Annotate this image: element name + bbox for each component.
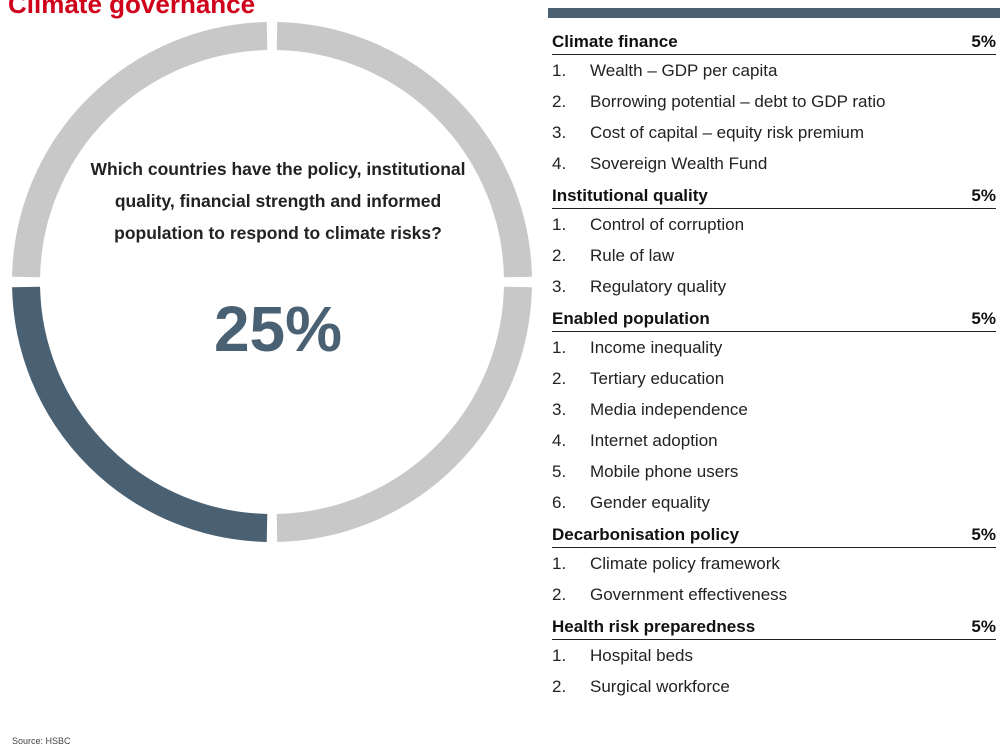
indicator-list: 1. Control of corruption 2. Rule of law 3. Re…: [552, 209, 996, 302]
indicator-item: 2. Rule of law: [552, 240, 996, 271]
item-number: 2.: [552, 677, 567, 696]
page-title: Climate governance: [8, 0, 256, 19]
section-header: Decarbonisation policy 5%: [552, 518, 996, 548]
item-number: 2.: [552, 369, 567, 388]
section-header: Enabled population 5%: [552, 302, 996, 332]
section-weight: 5%: [971, 32, 996, 51]
item-number: 4.: [552, 154, 567, 173]
item-number: 4.: [552, 431, 567, 450]
item-number: 1.: [552, 215, 567, 234]
ring-segment-top-right: [276, 22, 532, 278]
section-header: Health risk preparedness 5%: [552, 610, 996, 640]
indicator-section: Institutional quality 5% 1. Control of corr…: [552, 179, 996, 302]
section-header: Climate finance 5%: [552, 25, 996, 55]
indicator-item: 2. Surgical workforce: [552, 671, 996, 702]
item-label: Income inequality: [590, 338, 723, 357]
indicator-list: 1. Income inequality 2. Tertiary education 3…: [552, 332, 996, 518]
indicator-list: 1. Climate policy framework 2. Government e…: [552, 548, 996, 610]
item-number: 1.: [552, 61, 567, 80]
indicator-item: 1. Control of corruption: [552, 209, 996, 240]
question-text: Which countries have the policy, institu…: [90, 159, 466, 243]
section-title: Decarbonisation policy: [552, 525, 740, 544]
item-label: Control of corruption: [590, 215, 745, 234]
indicator-item: 2. Borrowing potential – debt to GDP rati…: [552, 86, 996, 117]
item-label: Tertiary education: [590, 369, 725, 388]
item-label: Mobile phone users: [590, 462, 739, 481]
indicator-item: 1. Income inequality: [552, 332, 996, 363]
item-label: Climate policy framework: [590, 554, 780, 573]
ring-segment-top-left: [12, 22, 268, 278]
indicator-section: Decarbonisation policy 5% 1. Climate policy…: [552, 518, 996, 610]
indicator-list: 1. Hospital beds 2. Surgical workforce: [552, 640, 996, 702]
section-header: Institutional quality 5%: [552, 179, 996, 209]
ring-segment-bottom-right: [276, 286, 532, 542]
item-label: Borrowing potential – debt to GDP ratio: [590, 92, 886, 111]
weight-value: 25%: [213, 293, 343, 365]
indicator-item: 3. Cost of capital – equity risk premium: [552, 117, 996, 148]
item-label: Internet adoption: [590, 431, 718, 450]
indicator-item: 2. Government effectiveness: [552, 579, 996, 610]
item-label: Government effectiveness: [590, 585, 788, 604]
section-weight: 5%: [971, 617, 996, 636]
item-label: Wealth – GDP per capita: [590, 61, 778, 80]
item-label: Media independence: [590, 400, 748, 419]
ring-chart: [12, 22, 532, 542]
section-title: Health risk preparedness: [552, 617, 756, 636]
item-label: Sovereign Wealth Fund: [590, 154, 768, 173]
item-number: 2.: [552, 585, 567, 604]
item-label: Gender equality: [590, 493, 711, 512]
item-number: 1.: [552, 554, 567, 573]
indicator-item: 2. Tertiary education: [552, 363, 996, 394]
section-title: Institutional quality: [552, 186, 708, 205]
item-label: Rule of law: [590, 246, 675, 265]
item-number: 3.: [552, 400, 567, 419]
indicator-item: 1. Wealth – GDP per capita: [552, 55, 996, 86]
indicator-item: 4. Sovereign Wealth Fund: [552, 148, 996, 179]
item-number: 3.: [552, 123, 567, 142]
section-title: Climate finance: [552, 32, 678, 51]
header-bar: [548, 8, 1000, 18]
section-weight: 5%: [971, 525, 996, 544]
indicator-item: 3. Media independence: [552, 394, 996, 425]
section-weight: 5%: [971, 186, 996, 205]
item-number: 1.: [552, 338, 567, 357]
indicator-item: 6. Gender equality: [552, 487, 996, 518]
item-label: Hospital beds: [590, 646, 694, 665]
indicator-list: 1. Wealth – GDP per capita 2. Borrowing pot…: [552, 55, 996, 179]
item-label: Cost of capital – equity risk premium: [590, 123, 864, 142]
ring-segment-bottom-left: [12, 286, 268, 542]
indicator-item: 4. Internet adoption: [552, 425, 996, 456]
weight-ring: Which countries have the policy, institu…: [8, 8, 536, 556]
indicator-panel: Climate finance 5% 1. Wealth – GDP per capi…: [552, 25, 996, 702]
indicator-item: 1. Hospital beds: [552, 640, 996, 671]
item-number: 3.: [552, 277, 567, 296]
indicator-section: Climate finance 5% 1. Wealth – GDP per capi…: [552, 25, 996, 179]
item-number: 5.: [552, 462, 567, 481]
item-number: 2.: [552, 246, 567, 265]
indicator-section: Health risk preparedness 5% 1. Hospital bed…: [552, 610, 996, 702]
section-weight: 5%: [971, 309, 996, 328]
item-label: Surgical workforce: [590, 677, 730, 696]
source-note: Source: HSBC: [12, 736, 71, 746]
item-number: 6.: [552, 493, 567, 512]
item-label: Regulatory quality: [590, 277, 727, 296]
item-number: 2.: [552, 92, 567, 111]
indicator-item: 3. Regulatory quality: [552, 271, 996, 302]
indicator-item: 5. Mobile phone users: [552, 456, 996, 487]
indicator-section: Enabled population 5% 1. Income inequality 2…: [552, 302, 996, 518]
indicator-item: 1. Climate policy framework: [552, 548, 996, 579]
section-title: Enabled population: [552, 309, 710, 328]
item-number: 1.: [552, 646, 567, 665]
